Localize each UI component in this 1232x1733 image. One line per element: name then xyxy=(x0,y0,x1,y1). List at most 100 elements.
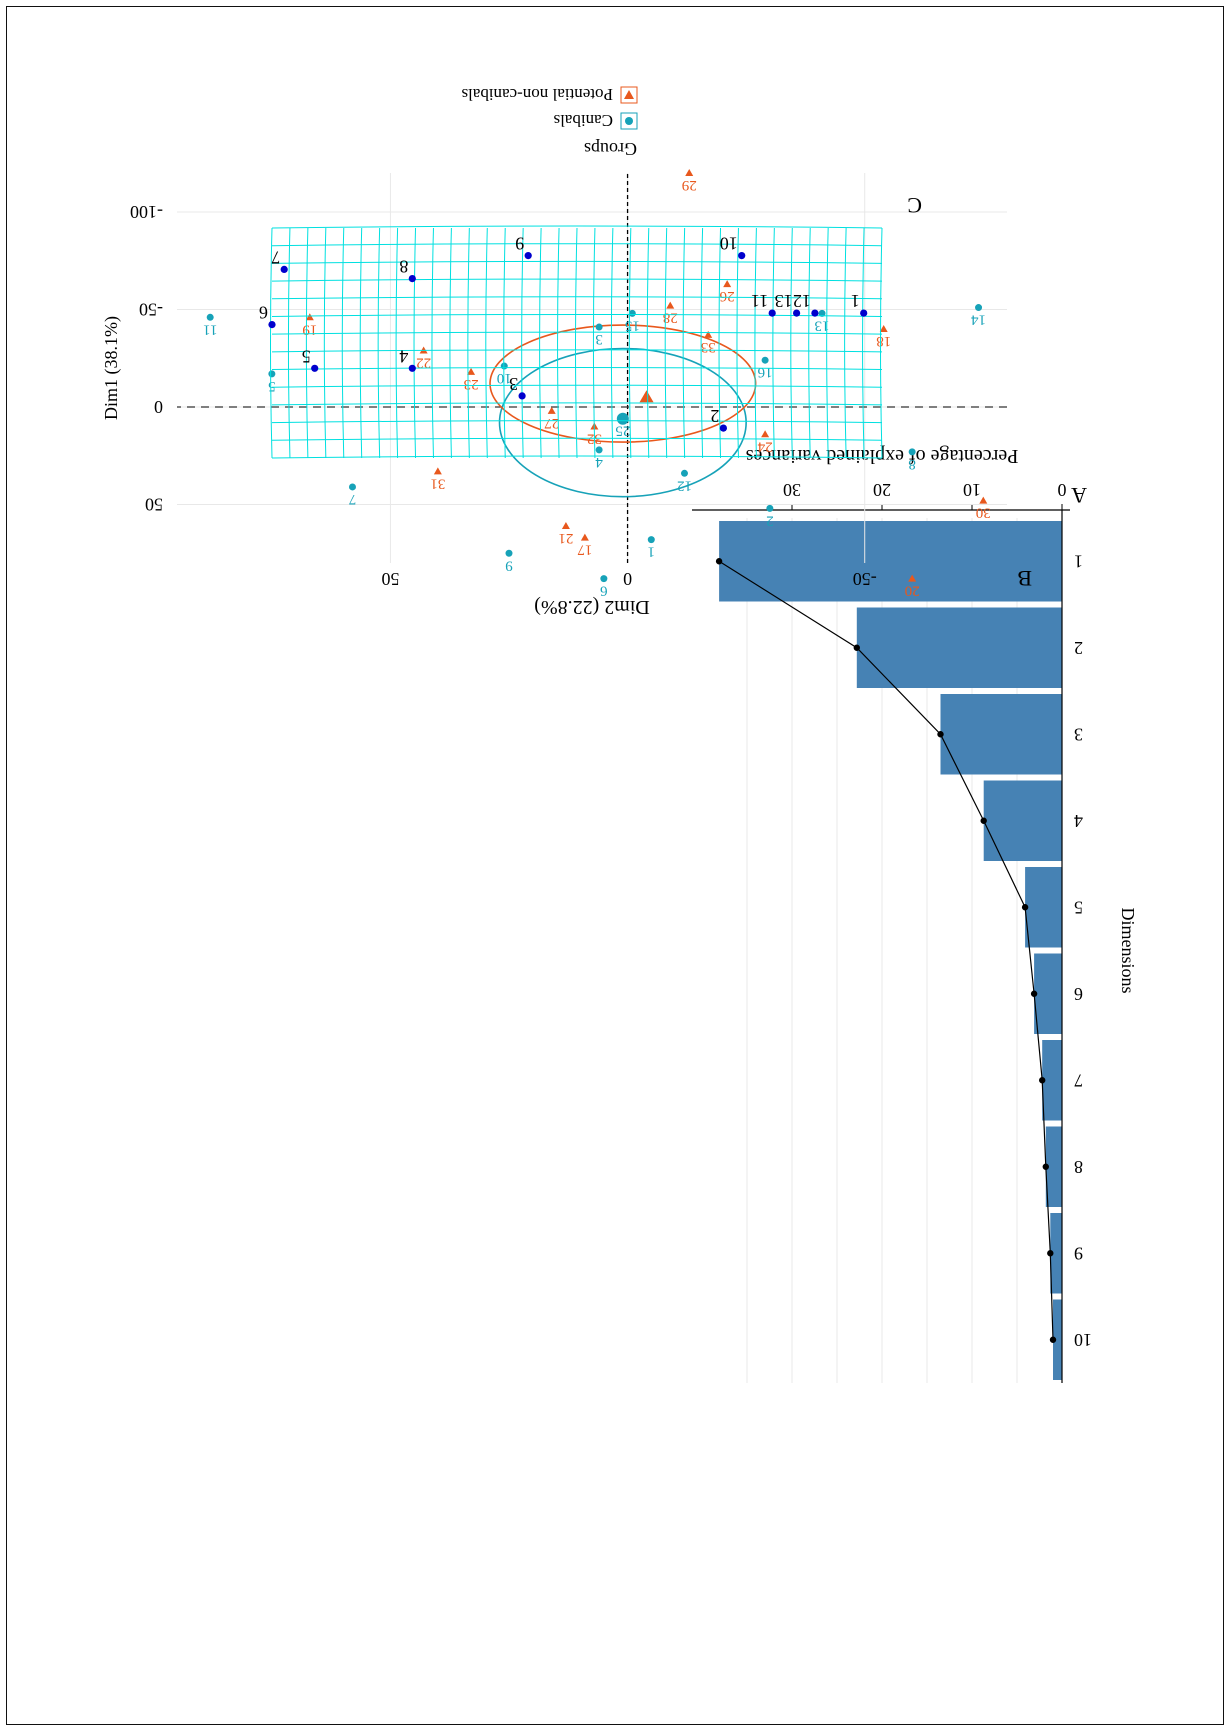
landmark-label-6: 6 xyxy=(259,303,268,323)
warp-grid-vline xyxy=(503,227,506,459)
bar-1 xyxy=(719,521,1062,602)
legend-marker-0 xyxy=(625,117,633,125)
warp-grid-vline xyxy=(539,227,542,459)
bar-category-label: 5 xyxy=(1074,897,1083,917)
warp-grid-vline xyxy=(808,227,811,459)
warp-grid-vline xyxy=(521,227,524,459)
bar-category-label: 4 xyxy=(1074,811,1083,831)
bar-2 xyxy=(856,607,1062,688)
point-label-2: 2 xyxy=(766,512,774,528)
landmark-12 xyxy=(811,309,819,317)
landmark-8 xyxy=(408,275,416,283)
panel-c-letter: C xyxy=(907,193,922,218)
point-noncanibal-20 xyxy=(908,574,917,582)
warp-grid-vline xyxy=(754,227,757,459)
warp-grid-vline xyxy=(287,227,291,459)
point-label-22: 22 xyxy=(416,354,431,370)
warp-grid-vline xyxy=(664,227,668,459)
bar-value-tick-label: 0 xyxy=(1058,480,1067,500)
point-noncanibal-33 xyxy=(704,330,713,338)
panel-b-letter: B xyxy=(1017,566,1032,591)
point-canibal-13 xyxy=(818,309,826,317)
point-label-16: 16 xyxy=(757,364,773,380)
landmark-label-12: 12 xyxy=(793,291,811,311)
bar-value-tick-label: 30 xyxy=(783,480,801,500)
dim1-tick-label: 0 xyxy=(154,397,163,417)
panel-a-letter: A xyxy=(1071,483,1087,508)
point-label-23: 23 xyxy=(464,376,479,392)
point-noncanibal-26 xyxy=(723,280,732,288)
bar-category-label: 2 xyxy=(1074,638,1083,658)
variance-point-9 xyxy=(1047,1250,1054,1257)
warp-grid-vline xyxy=(592,227,596,459)
point-label-15: 15 xyxy=(625,317,640,333)
confidence-ellipse-0 xyxy=(498,347,747,498)
warp-grid-vline xyxy=(718,227,722,459)
landmark-label-11: 11 xyxy=(751,291,768,311)
landmark-1 xyxy=(860,309,868,317)
landmark-2 xyxy=(719,424,727,432)
warp-grid-vline xyxy=(305,227,309,459)
warp-grid-vline xyxy=(844,227,847,459)
point-label-29: 29 xyxy=(682,177,697,193)
point-label-6: 6 xyxy=(600,583,608,599)
bar-4 xyxy=(983,780,1062,861)
landmark-13 xyxy=(793,309,801,317)
warp-grid-hline xyxy=(271,384,883,388)
warp-grid-hline xyxy=(271,455,883,459)
point-label-30: 30 xyxy=(976,505,991,521)
point-noncanibal-18 xyxy=(879,325,888,332)
warp-grid-hline xyxy=(271,260,883,264)
landmark-label-2: 2 xyxy=(710,406,719,426)
figure-frame xyxy=(6,6,1224,1725)
warp-grid-vline xyxy=(736,227,739,459)
point-label-4: 4 xyxy=(595,454,603,470)
point-noncanibal-30 xyxy=(979,496,988,504)
point-canibal-4 xyxy=(595,446,603,454)
warp-grid-vline xyxy=(682,227,686,459)
point-canibal-2 xyxy=(766,504,774,512)
point-canibal-3 xyxy=(595,323,603,331)
warp-grid-vline xyxy=(557,227,560,459)
bar-5 xyxy=(1025,867,1062,948)
legend-swatch-0 xyxy=(620,112,638,130)
warp-grid-vline xyxy=(790,227,793,459)
bar-3 xyxy=(940,694,1062,775)
bar-category-label: 10 xyxy=(1074,1330,1092,1350)
variance-point-4 xyxy=(980,817,987,824)
landmark-label-13: 13 xyxy=(775,291,793,311)
dim2-tick-label: 50 xyxy=(381,569,399,589)
bar-category-label: 3 xyxy=(1074,724,1083,744)
warp-grid-vline xyxy=(395,227,399,459)
legend-swatch-1 xyxy=(620,86,638,104)
dim2-axis-title: Dim2 (22.8%) xyxy=(534,596,650,618)
point-label-1: 1 xyxy=(648,544,656,560)
point-label-17: 17 xyxy=(577,542,593,558)
bar-category-axis-title: Dimensions xyxy=(1118,907,1138,993)
warp-grid-vline xyxy=(880,227,883,459)
dim2-tick-label: 0 xyxy=(623,569,632,589)
landmark-11 xyxy=(768,309,776,317)
point-label-28: 28 xyxy=(663,310,678,326)
warp-grid-vline xyxy=(467,227,470,459)
point-label-11: 11 xyxy=(203,321,217,337)
point-label-7: 7 xyxy=(348,491,356,507)
point-canibal-16 xyxy=(761,356,769,364)
point-label-33: 33 xyxy=(701,339,716,355)
bar-category-label: 6 xyxy=(1074,984,1083,1004)
point-label-26: 26 xyxy=(719,288,735,304)
point-noncanibal-28 xyxy=(666,301,675,309)
variance-point-6 xyxy=(1030,990,1038,997)
bar-6 xyxy=(1034,953,1062,1034)
warp-grid-hline xyxy=(271,402,883,406)
warp-grid-hline xyxy=(271,296,883,300)
variance-point-10 xyxy=(1049,1336,1057,1343)
warp-grid-vline xyxy=(772,227,775,459)
point-canibal-7 xyxy=(348,483,356,491)
point-canibal-12 xyxy=(680,469,688,477)
warp-grid-vline xyxy=(610,227,614,459)
bar-category-label: 8 xyxy=(1074,1157,1083,1177)
